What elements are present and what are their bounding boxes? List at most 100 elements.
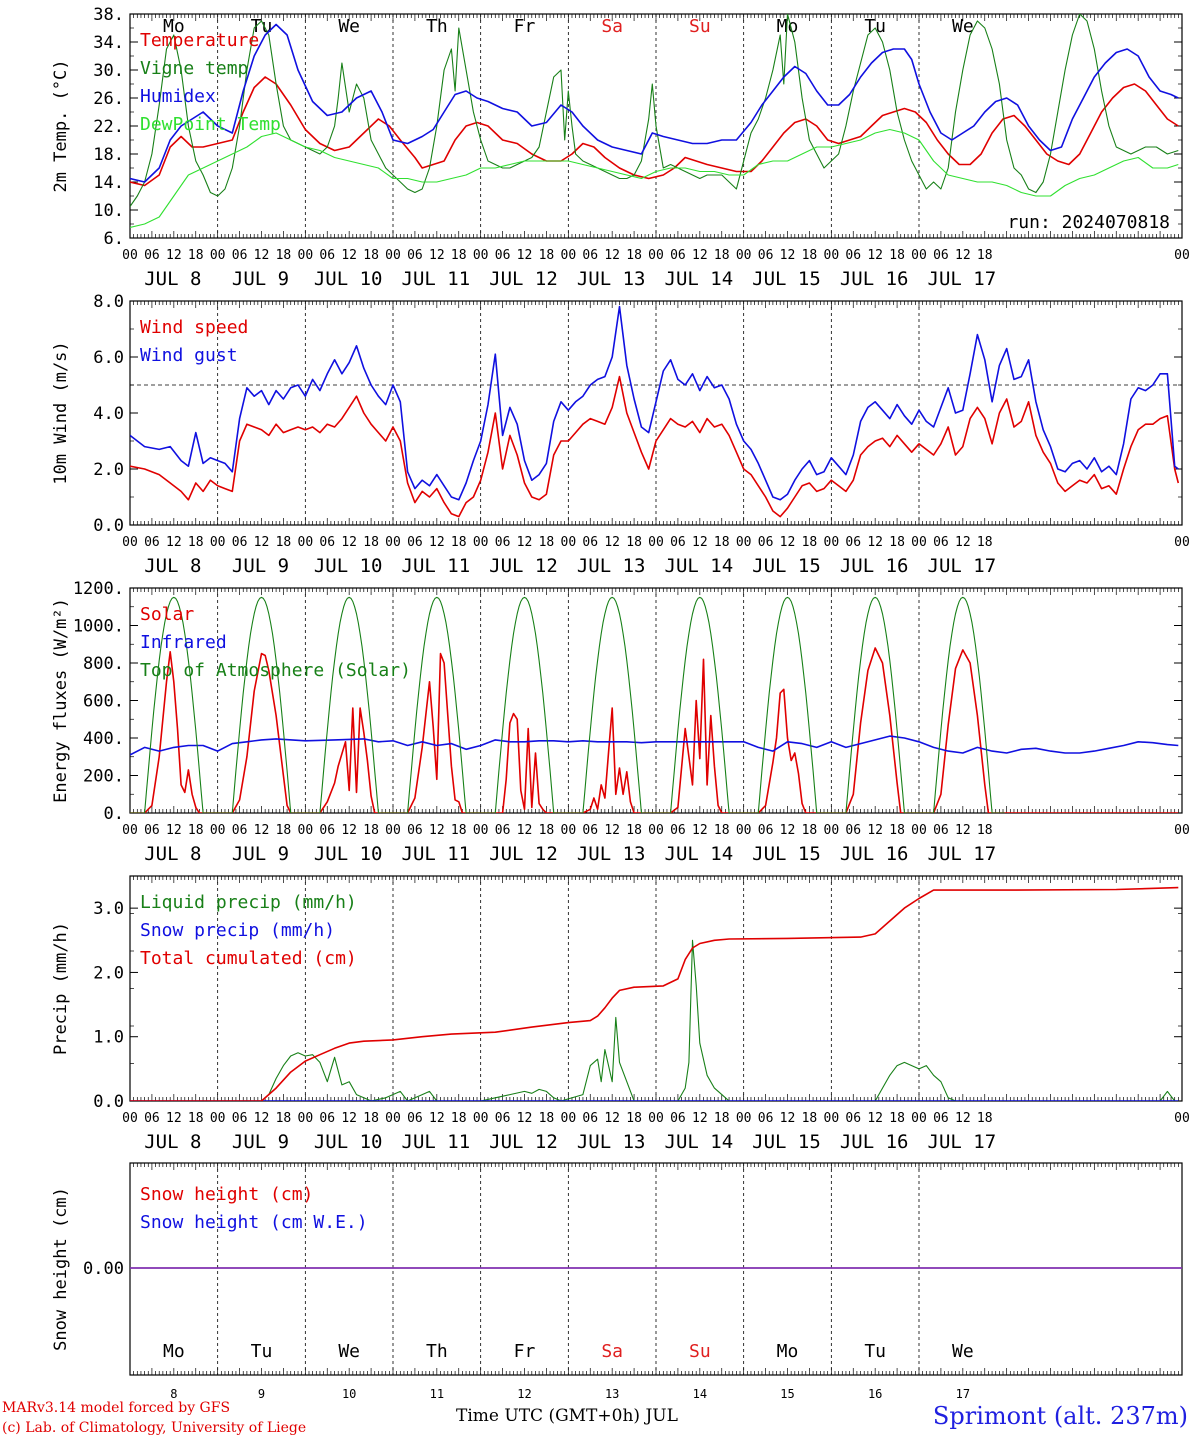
- hour-tick-label: 12: [604, 248, 620, 263]
- day-number-label: 8: [170, 1387, 177, 1400]
- hour-tick-label: 06: [670, 823, 686, 838]
- hour-tick-label: 06: [758, 1111, 774, 1126]
- weekday-label: Tu: [251, 1341, 273, 1362]
- date-label: JUL 11: [402, 555, 471, 577]
- legend-entry: Snow precip (mm/h): [140, 920, 335, 941]
- day-number-label: 11: [430, 1387, 444, 1400]
- day-number-label: 9: [258, 1387, 265, 1400]
- hour-tick-label: 00: [122, 535, 138, 550]
- hour-tick-label: 06: [319, 823, 335, 838]
- hour-tick-label: 18: [977, 535, 993, 550]
- date-label: JUL 15: [752, 555, 821, 577]
- legend-entry: Liquid precip (mm/h): [140, 892, 357, 913]
- hour-tick-label: 18: [626, 823, 642, 838]
- hour-tick-label: 06: [758, 535, 774, 550]
- hour-tick-label: 06: [232, 823, 248, 838]
- legend-entry: Total cumulated (cm): [140, 948, 357, 969]
- hour-tick-label: 06: [933, 535, 949, 550]
- y-tick-label: 0.0: [93, 1092, 124, 1112]
- hour-tick-label: 00: [210, 535, 226, 550]
- weekday-label: Fr: [514, 1341, 536, 1362]
- hour-tick-label: 18: [451, 1111, 467, 1126]
- weekday-label: Su: [689, 16, 711, 37]
- series-line-humidex: [130, 23, 1179, 183]
- hour-tick-label: 18: [451, 535, 467, 550]
- y-tick-label: 0.: [104, 804, 124, 824]
- weekday-label: Tu: [864, 16, 886, 37]
- hour-tick-label: 18: [188, 535, 204, 550]
- hour-tick-label: 00: [561, 1111, 577, 1126]
- hour-tick-label: 00: [648, 248, 664, 263]
- hour-tick-label: 00: [385, 248, 401, 263]
- date-label: JUL 10: [314, 555, 383, 577]
- hour-tick-label: 12: [429, 1111, 445, 1126]
- hour-tick-label: 06: [232, 535, 248, 550]
- hour-tick-label: 12: [341, 248, 357, 263]
- hour-tick-label: 00: [298, 248, 314, 263]
- hour-tick-label: 18: [802, 1111, 818, 1126]
- y-tick-label: 26.: [93, 89, 124, 109]
- y-axis-label: 10m Wind (m/s): [51, 341, 71, 484]
- plot-area: [130, 886, 1179, 1101]
- hour-tick-label: 18: [363, 535, 379, 550]
- hour-tick-label: 12: [341, 535, 357, 550]
- hour-tick-label: 00: [298, 1111, 314, 1126]
- y-tick-label: 14.: [93, 173, 124, 193]
- hour-tick-label: 00: [911, 823, 927, 838]
- hour-tick-label: 18: [539, 535, 555, 550]
- hour-tick-label: 06: [407, 535, 423, 550]
- hour-tick-label: 00: [648, 823, 664, 838]
- weekday-label: Mo: [163, 1341, 185, 1362]
- date-label: JUL 12: [489, 555, 558, 577]
- hour-tick-label: 00: [210, 823, 226, 838]
- hour-tick-label: 18: [714, 823, 730, 838]
- hour-tick-label: 06: [407, 1111, 423, 1126]
- weekday-label: Mo: [777, 1341, 799, 1362]
- hour-tick-label: 18: [714, 535, 730, 550]
- run-label: run: 2024070818: [1007, 212, 1170, 233]
- hour-tick-label: 00: [1174, 248, 1190, 263]
- legend-entry: Top of Atmosphere (Solar): [140, 660, 411, 681]
- hour-tick-label: 06: [495, 823, 511, 838]
- date-label: JUL 10: [314, 268, 383, 290]
- hour-tick-label: 06: [144, 1111, 160, 1126]
- hour-tick-label: 12: [604, 823, 620, 838]
- chart-panel-energy: 0. 200. 400. 600. 800. 1000. 1200.Energy fluxe…: [51, 579, 1190, 865]
- weekday-label: Mo: [777, 16, 799, 37]
- y-tick-label: 2.0: [93, 963, 124, 983]
- hour-tick-label: 12: [254, 1111, 270, 1126]
- hour-tick-label: 06: [933, 823, 949, 838]
- y-tick-label: 10.: [93, 201, 124, 221]
- chart-panel-precip: 0.0 1.0 2.0 3.0 Precip (mm/h) 00 06 12 18 JUL 8 00…: [51, 875, 1190, 1153]
- hour-tick-label: 00: [1174, 823, 1190, 838]
- hour-tick-label: 12: [604, 535, 620, 550]
- hour-tick-label: 06: [582, 823, 598, 838]
- legend-entry: Snow height (cm): [140, 1184, 313, 1205]
- hour-tick-label: 12: [692, 823, 708, 838]
- hour-tick-label: 00: [824, 535, 840, 550]
- y-tick-label: 0.0: [93, 516, 124, 536]
- hour-tick-label: 06: [144, 248, 160, 263]
- series-line-dewpoint-temp: [130, 128, 1179, 229]
- hour-tick-label: 12: [867, 248, 883, 263]
- hour-tick-label: 18: [889, 248, 905, 263]
- hour-tick-label: 18: [539, 248, 555, 263]
- hour-tick-label: 06: [845, 1111, 861, 1126]
- date-label: JUL 9: [232, 1131, 289, 1153]
- date-label: JUL 10: [314, 1131, 383, 1153]
- hour-tick-label: 18: [714, 248, 730, 263]
- hour-tick-label: 12: [692, 248, 708, 263]
- hour-tick-label: 00: [473, 535, 489, 550]
- hour-tick-label: 12: [254, 823, 270, 838]
- hour-tick-label: 12: [692, 535, 708, 550]
- hour-tick-label: 18: [626, 1111, 642, 1126]
- hour-tick-label: 06: [407, 823, 423, 838]
- y-axis-label: Energy fluxes (W/m²): [51, 598, 71, 803]
- hour-tick-label: 12: [429, 535, 445, 550]
- weekday-label: Su: [689, 1341, 711, 1362]
- date-label: JUL 17: [928, 555, 997, 577]
- series-line-temperature: [130, 76, 1179, 187]
- hour-tick-label: 12: [517, 535, 533, 550]
- y-tick-label: 38.: [93, 5, 124, 25]
- y-tick-label: 600.: [83, 692, 124, 712]
